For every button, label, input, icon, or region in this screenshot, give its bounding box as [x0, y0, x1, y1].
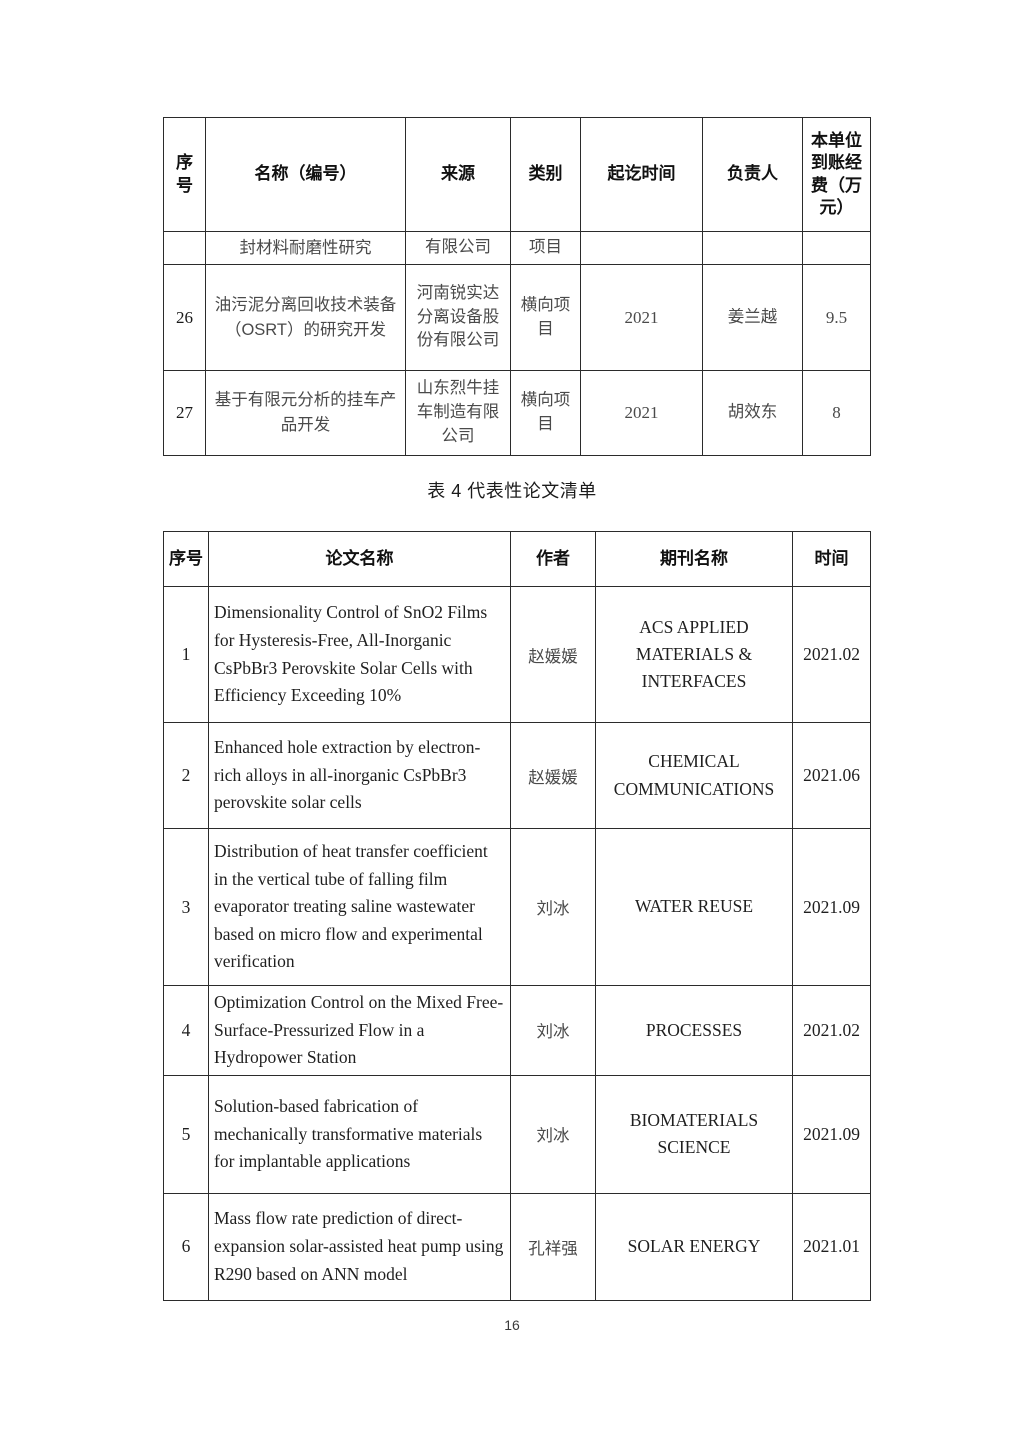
paper-time: 2021.02: [792, 985, 871, 1076]
paper-seq: 6: [163, 1192, 209, 1301]
project-funding: 9.5: [802, 264, 871, 371]
project-seq: [163, 231, 206, 265]
paper-time: 2021.09: [792, 1074, 871, 1194]
paper-time: 2021.09: [792, 828, 871, 986]
project-type: 横向项目: [510, 370, 581, 456]
table-row: 3 Distribution of heat transfer coeffici…: [163, 828, 871, 986]
papers-header-title: 论文名称: [208, 531, 511, 587]
project-seq: 26: [163, 264, 206, 371]
project-time: 2021: [580, 264, 703, 371]
paper-journal: BIOMATERIALS SCIENCE: [595, 1074, 793, 1194]
project-type: 横向项目: [510, 264, 581, 371]
project-source: 河南锐实达分离设备股份有限公司: [405, 264, 511, 371]
papers-header-journal: 期刊名称: [595, 531, 793, 587]
paper-author: 刘冰: [510, 828, 596, 986]
paper-seq: 3: [163, 828, 209, 986]
papers-header-author: 作者: [510, 531, 596, 587]
projects-header-type: 类别: [510, 117, 581, 232]
paper-title: Solution-based fabrication of mechanical…: [208, 1074, 511, 1194]
table-row: 2 Enhanced hole extraction by electron-r…: [163, 722, 871, 829]
project-time: 2021: [580, 370, 703, 456]
projects-header-seq: 序号: [163, 117, 206, 232]
paper-title: Dimensionality Control of SnO2 Films for…: [208, 586, 511, 723]
paper-seq: 1: [163, 586, 209, 723]
projects-header-source: 来源: [405, 117, 511, 232]
table-row: 5 Solution-based fabrication of mechanic…: [163, 1074, 871, 1194]
paper-author: 孔祥强: [510, 1192, 596, 1301]
table-row: 4 Optimization Control on the Mixed Free…: [163, 985, 871, 1076]
papers-table: 序号 论文名称 作者 期刊名称 时间 1 Dimensionality Cont…: [163, 531, 871, 1301]
table-row: 封材料耐磨性研究 有限公司 项目: [163, 231, 871, 265]
projects-table-header-row: 序号 名称（编号） 来源 类别 起讫时间 负责人 本单位到账经费（万元）: [163, 117, 871, 232]
project-source: 有限公司: [405, 231, 511, 265]
paper-seq: 4: [163, 985, 209, 1076]
paper-author: 刘冰: [510, 985, 596, 1076]
table-row: 27 基于有限元分析的挂车产品开发 山东烈牛挂车制造有限公司 横向项目 2021…: [163, 370, 871, 456]
papers-table-header-row: 序号 论文名称 作者 期刊名称 时间: [163, 531, 871, 587]
project-seq: 27: [163, 370, 206, 456]
paper-journal: CHEMICAL COMMUNICATIONS: [595, 722, 793, 829]
project-type: 项目: [510, 231, 581, 265]
paper-time: 2021.06: [792, 722, 871, 829]
project-leader: 胡效东: [702, 370, 803, 456]
project-leader: 姜兰越: [702, 264, 803, 371]
project-leader: [702, 231, 803, 265]
project-funding: 8: [802, 370, 871, 456]
table4-caption: 表 4 代表性论文清单: [427, 481, 597, 501]
projects-header-name: 名称（编号）: [205, 117, 406, 232]
projects-header-time: 起讫时间: [580, 117, 703, 232]
papers-header-time: 时间: [792, 531, 871, 587]
paper-seq: 5: [163, 1074, 209, 1194]
paper-seq: 2: [163, 722, 209, 829]
projects-table: 序号 名称（编号） 来源 类别 起讫时间 负责人 本单位到账经费（万元） 封材料…: [163, 117, 871, 456]
paper-title: Enhanced hole extraction by electron-ric…: [208, 722, 511, 829]
projects-header-leader: 负责人: [702, 117, 803, 232]
paper-author: 赵媛媛: [510, 586, 596, 723]
projects-header-funding: 本单位到账经费（万元）: [802, 117, 871, 232]
project-funding: [802, 231, 871, 265]
paper-journal: SOLAR ENERGY: [595, 1192, 793, 1301]
paper-journal: ACS APPLIED MATERIALS & INTERFACES: [595, 586, 793, 723]
paper-title: Distribution of heat transfer coefficien…: [208, 828, 511, 986]
paper-title: Mass flow rate prediction of direct-expa…: [208, 1192, 511, 1301]
project-source: 山东烈牛挂车制造有限公司: [405, 370, 511, 456]
project-time: [580, 231, 703, 265]
table-row: 1 Dimensionality Control of SnO2 Films f…: [163, 586, 871, 723]
project-name: 基于有限元分析的挂车产品开发: [205, 370, 406, 456]
paper-time: 2021.01: [792, 1192, 871, 1301]
paper-journal: WATER REUSE: [595, 828, 793, 986]
paper-title: Optimization Control on the Mixed Free-S…: [208, 985, 511, 1076]
paper-author: 刘冰: [510, 1074, 596, 1194]
page-number: 16: [504, 1317, 520, 1333]
paper-time: 2021.02: [792, 586, 871, 723]
project-name: 油污泥分离回收技术装备（OSRT）的研究开发: [205, 264, 406, 371]
project-name: 封材料耐磨性研究: [205, 231, 406, 265]
paper-journal: PROCESSES: [595, 985, 793, 1076]
table-row: 26 油污泥分离回收技术装备（OSRT）的研究开发 河南锐实达分离设备股份有限公…: [163, 264, 871, 371]
paper-author: 赵媛媛: [510, 722, 596, 829]
papers-header-seq: 序号: [163, 531, 209, 587]
table-row: 6 Mass flow rate prediction of direct-ex…: [163, 1192, 871, 1301]
